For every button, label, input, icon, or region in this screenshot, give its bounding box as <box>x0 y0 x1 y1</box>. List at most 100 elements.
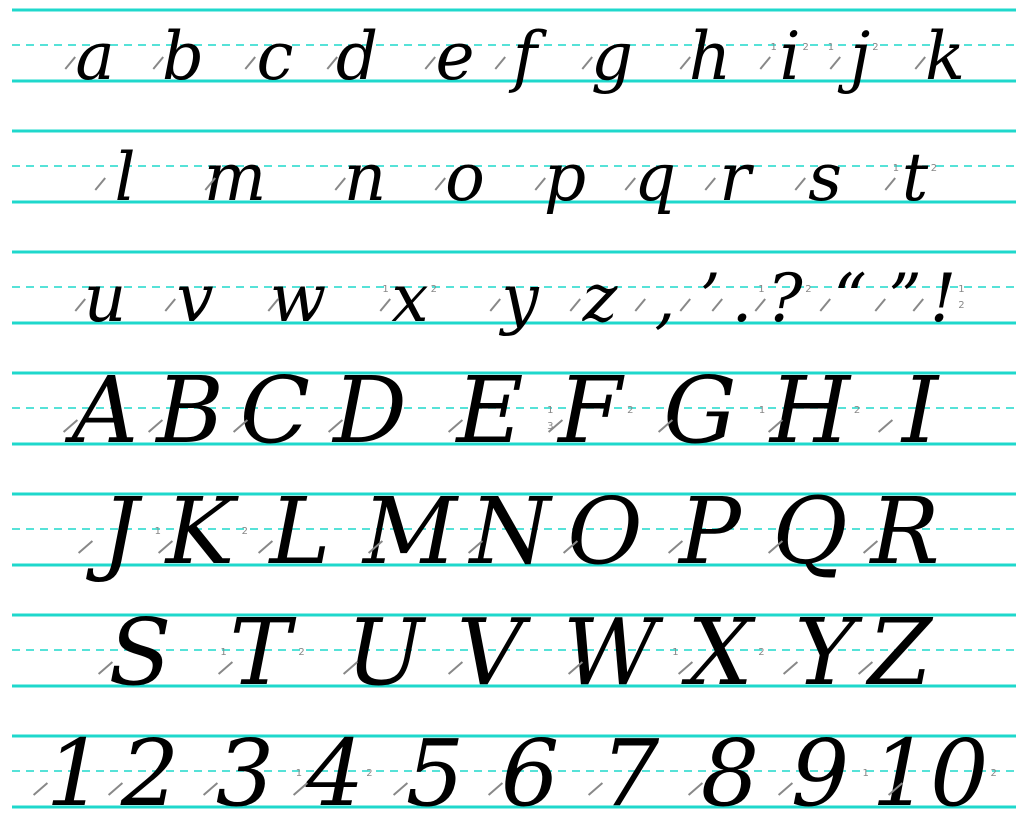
stroke-order-number: 2 <box>366 768 372 779</box>
cursive-glyph-c: c <box>257 18 294 95</box>
stroke-direction-arrow-icon <box>794 177 806 191</box>
cursive-glyph-y: y <box>498 260 539 337</box>
cursive-glyph-T: T <box>229 599 296 706</box>
cursive-glyph-t: t <box>902 139 929 216</box>
cursive-glyph-9: 9 <box>791 720 850 819</box>
stroke-direction-arrow-icon <box>64 56 76 70</box>
cursive-glyph-X: X <box>681 599 756 706</box>
stroke-direction-arrow-icon <box>667 540 684 554</box>
cursive-glyph-f: f <box>508 18 548 95</box>
cursive-glyph-z: z <box>582 260 619 337</box>
stroke-order-number: 2 <box>758 647 764 658</box>
stroke-direction-arrow-icon <box>777 782 794 796</box>
stroke-order-number: 2 <box>298 647 304 658</box>
cursive-glyph-G: G <box>663 357 737 464</box>
stroke-direction-arrow-icon <box>424 56 436 70</box>
stroke-direction-arrow-icon <box>292 782 309 796</box>
stroke-order-number: 1 <box>828 42 834 53</box>
cursive-glyph-?: ? <box>767 260 803 337</box>
stroke-direction-arrow-icon <box>202 782 219 796</box>
stroke-order-number: 2 <box>431 284 437 295</box>
stroke-direction-arrow-icon <box>334 177 346 191</box>
stroke-direction-arrow-icon <box>759 56 771 70</box>
stroke-direction-arrow-icon <box>887 782 904 796</box>
stroke-direction-arrow-icon <box>232 419 249 433</box>
stroke-direction-arrow-icon <box>587 782 604 796</box>
stroke-direction-arrow-icon <box>326 56 338 70</box>
cursive-glyph-g: g <box>591 18 633 95</box>
stroke-direction-arrow-icon <box>94 177 106 191</box>
cursive-glyph-Z: Z <box>865 599 934 706</box>
stroke-direction-arrow-icon <box>862 540 879 554</box>
stroke-direction-arrow-icon <box>342 661 359 675</box>
cursive-glyph-P: P <box>677 478 743 585</box>
stroke-direction-arrow-icon <box>711 298 723 312</box>
stroke-order-number: 2 <box>958 300 964 311</box>
cursive-glyph-b: b <box>162 18 204 95</box>
stroke-direction-arrow-icon <box>877 419 894 433</box>
cursive-glyph-L: L <box>267 478 330 585</box>
cursive-glyph-o: o <box>445 139 485 216</box>
cursive-glyph-u: u <box>84 260 127 337</box>
cursive-glyph-A: A <box>64 357 138 464</box>
stroke-direction-arrow-icon <box>624 177 636 191</box>
stroke-order-number: 1 <box>382 284 388 295</box>
stroke-order-number: 2 <box>805 284 811 295</box>
stroke-order-number: 1 <box>958 284 964 295</box>
stroke-direction-arrow-icon <box>244 56 256 70</box>
stroke-direction-arrow-icon <box>567 661 584 675</box>
stroke-direction-arrow-icon <box>634 298 646 312</box>
cursive-glyph-’: ’ <box>700 260 721 337</box>
stroke-direction-arrow-icon <box>152 56 164 70</box>
cursive-glyph-v: v <box>176 260 213 337</box>
cursive-glyph-D: D <box>331 357 407 464</box>
stroke-direction-arrow-icon <box>767 419 784 433</box>
cursive-glyph-Q: Q <box>772 478 847 585</box>
stroke-order-number: 1 <box>672 647 678 658</box>
stroke-direction-arrow-icon <box>204 177 216 191</box>
stroke-direction-arrow-icon <box>547 419 564 433</box>
cursive-glyph-R: R <box>868 478 939 585</box>
cursive-glyph-l: l <box>114 139 135 216</box>
cursive-glyph-!: ! <box>930 260 957 337</box>
stroke-direction-arrow-icon <box>392 782 409 796</box>
cursive-glyph-3: 3 <box>216 720 275 819</box>
stroke-order-number: 1 <box>862 768 868 779</box>
stroke-order-number: 1 <box>770 42 776 53</box>
cursive-glyph-H: H <box>768 357 852 464</box>
stroke-direction-arrow-icon <box>679 56 691 70</box>
cursive-glyph-“: “ <box>833 260 867 337</box>
cursive-glyph-p: p <box>544 139 586 216</box>
cursive-glyph-7: 7 <box>601 720 660 819</box>
stroke-direction-arrow-icon <box>754 298 766 312</box>
stroke-order-number: 2 <box>242 526 248 537</box>
stroke-direction-arrow-icon <box>147 419 164 433</box>
stroke-direction-arrow-icon <box>569 298 581 312</box>
cursive-glyph-10: 10 <box>871 720 988 819</box>
stroke-direction-arrow-icon <box>884 177 896 191</box>
stroke-direction-arrow-icon <box>267 298 279 312</box>
cursive-glyph-a: a <box>75 18 114 95</box>
stroke-direction-arrow-icon <box>379 298 391 312</box>
stroke-direction-arrow-icon <box>581 56 593 70</box>
stroke-order-number: 2 <box>854 405 860 416</box>
cursive-glyph-k: k <box>925 18 965 95</box>
cursive-glyph-8: 8 <box>701 720 760 819</box>
stroke-direction-arrow-icon <box>819 298 831 312</box>
cursive-glyph-x: x <box>391 260 428 337</box>
stroke-order-number: 1 <box>296 768 302 779</box>
stroke-direction-arrow-icon <box>62 419 79 433</box>
stroke-direction-arrow-icon <box>829 56 841 70</box>
stroke-direction-arrow-icon <box>77 540 94 554</box>
cursive-glyph-U: U <box>346 599 427 706</box>
cursive-glyph-w: w <box>270 260 327 337</box>
stroke-direction-arrow-icon <box>679 298 691 312</box>
stroke-direction-arrow-icon <box>914 56 926 70</box>
stroke-direction-arrow-icon <box>217 661 234 675</box>
cursive-glyph-K: K <box>164 478 240 585</box>
stroke-direction-arrow-icon <box>857 661 874 675</box>
stroke-direction-arrow-icon <box>704 177 716 191</box>
cursive-glyph-B: B <box>154 357 224 464</box>
cursive-glyph-E: E <box>454 357 523 464</box>
